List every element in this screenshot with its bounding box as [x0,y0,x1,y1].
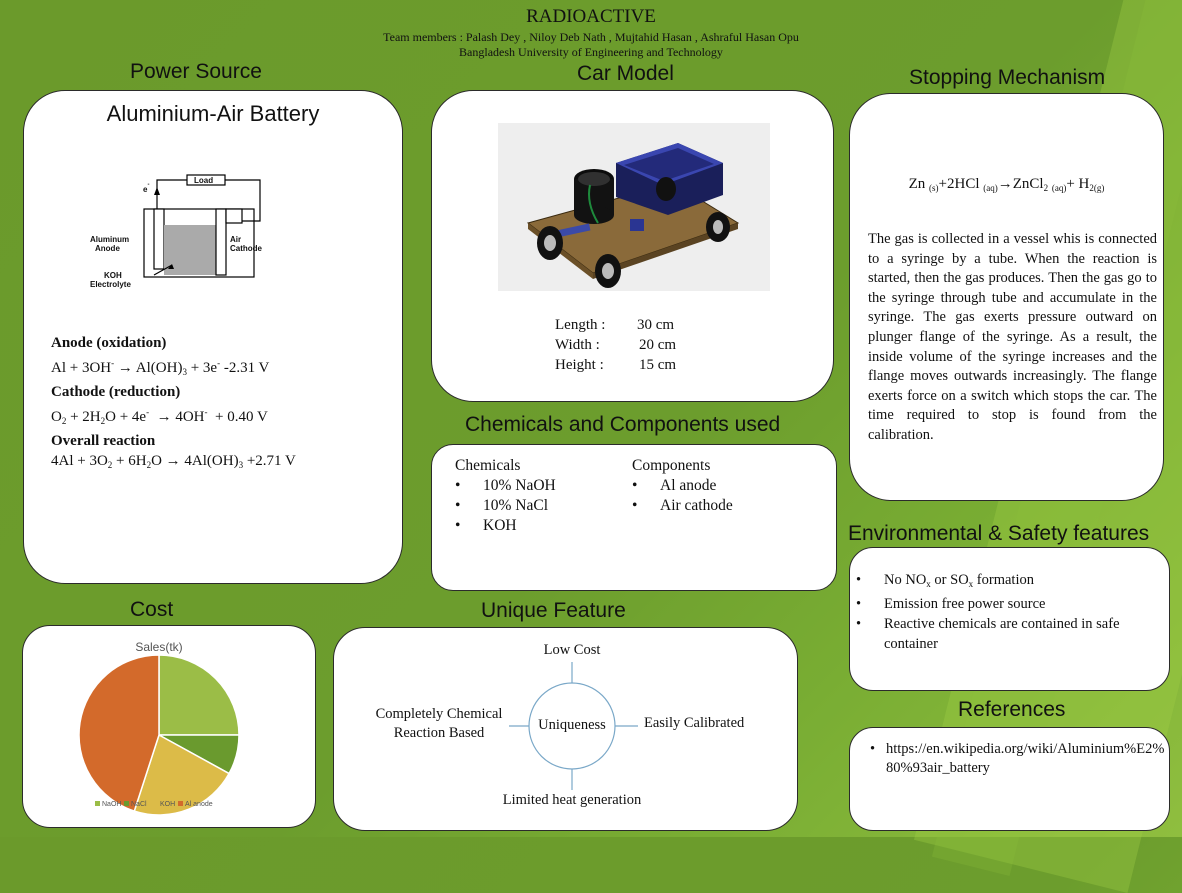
power-source-panel: Aluminium-Air Battery e- Load Aluminum A… [23,90,403,584]
easily-calibrated-label: Easily Calibrated [644,715,745,731]
chemicals-title: Chemicals and Components used [465,413,781,436]
references-panel: https://en.wikipedia.org/wiki/Aluminium%… [849,727,1170,831]
legend-label: KOH [160,801,175,808]
chemical-reaction-label: Completely Chemical Reaction Based [375,706,503,741]
cathode-label: Cathode [230,244,262,253]
chart-legend: NaOH NaCl KOH Al anode [95,801,213,808]
stopping-equation: Zn (s)+2HCl (aq)→ZnCl2 (aq)+ H2(g) [908,176,1105,193]
uniqueness-diagram [509,662,638,790]
list-item: KOH [455,516,556,536]
reference-link[interactable]: https://en.wikipedia.org/wiki/Aluminium%… [870,740,1165,778]
legend-swatch [178,801,183,806]
environment-title: Environmental & Safety features [848,522,1150,545]
cathode-equation: O2 + 2H2O + 4e- → 4OH- + 0.40 V [51,407,268,426]
environment-list: No NOx or SOx formation Emission free po… [856,570,1161,654]
unique-panel: Uniqueness Low Cost Easily Calibrated Li… [333,627,798,831]
pie-slice-al-anode [78,654,160,813]
legend-label: NaCl [131,801,147,808]
electrolyte-label: Electrolyte [90,280,131,289]
battery-diagram-svg [143,174,261,278]
dim-row: Height :15 cm [555,357,677,373]
list-item: Al anode [632,476,733,496]
pie-slice-koh [133,733,231,816]
chemicals-list: Chemicals 10% NaOH 10% NaCl KOH [455,456,556,536]
air-label: Air [230,235,242,244]
chemicals-panel: Chemicals 10% NaOH 10% NaCl KOH Componen… [431,444,837,591]
koh-label: KOH [104,271,122,280]
legend-label: NaOH [102,801,121,808]
electron-label: e [143,185,148,194]
unique-feature-title: Unique Feature [481,599,626,622]
dim-row: Length :30 cm [555,317,675,333]
references-list: https://en.wikipedia.org/wiki/Aluminium%… [870,740,1165,778]
legend-label: Al anode [185,801,213,808]
dim-row: Width :20 cm [555,337,677,353]
references-title: References [958,698,1066,721]
poster-title: RADIOACTIVE [526,6,656,27]
car-model-panel: Length :30 cm Width :20 cm Height :15 cm [431,90,834,402]
overall-heading: Overall reaction [51,433,156,449]
cathode-heading: Cathode (reduction) [51,384,181,400]
legend-swatch [124,801,129,806]
car-dimensions: Length :30 cm Width :20 cm Height :15 cm [555,315,676,375]
stopping-paragraph: The gas is collected in a vessel whis is… [868,231,1157,443]
cost-panel: Sales(tk) NaOH NaCl KOH Al anode [22,625,316,828]
list-item: Air cathode [632,496,733,516]
aluminum-label-1: Aluminum [90,235,130,244]
stopping-panel: Zn (s)+2HCl (aq)→ZnCl2 (aq)+ H2(g) The g… [849,93,1164,501]
pie-chart: Sales(tk) NaOH NaCl KOH Al anode [78,640,240,816]
reactions: Anode (oxidation) Al + 3OH- → Al(OH)3 + … [51,333,296,475]
pie-slices [78,654,240,816]
cost-title: Cost [130,598,174,621]
chemicals-heading: Chemicals [455,457,521,474]
anode-heading: Anode (oxidation) [51,335,167,351]
list-item: No NOx or SOx formation [856,570,1161,594]
anode-label-2: Anode [95,244,120,253]
legend-swatch [95,801,100,806]
power-source-title: Power Source [130,60,262,83]
anode-equation: Al + 3OH- → Al(OH)3 + 3e- -2.31 V [51,358,270,377]
car-model-title: Car Model [577,62,674,85]
list-item: Reactive chemicals are contained in safe… [856,614,1161,654]
stopping-mechanism-title: Stopping Mechanism [909,66,1106,89]
car-render-svg [526,143,740,288]
overall-equation: 4Al + 3O2 + 6H2O → 4Al(OH)3 +2.71 V [51,453,296,470]
university: Bangladesh University of Engineering and… [459,45,723,59]
chart-title: Sales(tk) [135,640,182,654]
car-render [498,123,770,291]
legend-swatch [153,801,158,806]
limited-heat-label: Limited heat generation [502,792,642,808]
list-item: 10% NaOH [455,476,556,496]
components-heading: Components [632,457,711,474]
list-item: 10% NaCl [455,496,556,516]
battery-title: Aluminium-Air Battery [106,101,320,126]
team-members: Team members : Palash Dey , Niloy Deb Na… [383,30,799,44]
environment-panel: No NOx or SOx formation Emission free po… [849,547,1170,691]
battery-diagram: e- Load Aluminum Anode Air Cathode KOH E… [84,169,284,294]
uniqueness-center: Uniqueness [538,717,606,733]
load-label: Load [194,176,214,185]
pie-slice-naoh [158,654,240,736]
components-list: Components Al anode Air cathode [632,456,733,516]
low-cost-label: Low Cost [543,642,601,658]
list-item: Emission free power source [856,594,1161,614]
